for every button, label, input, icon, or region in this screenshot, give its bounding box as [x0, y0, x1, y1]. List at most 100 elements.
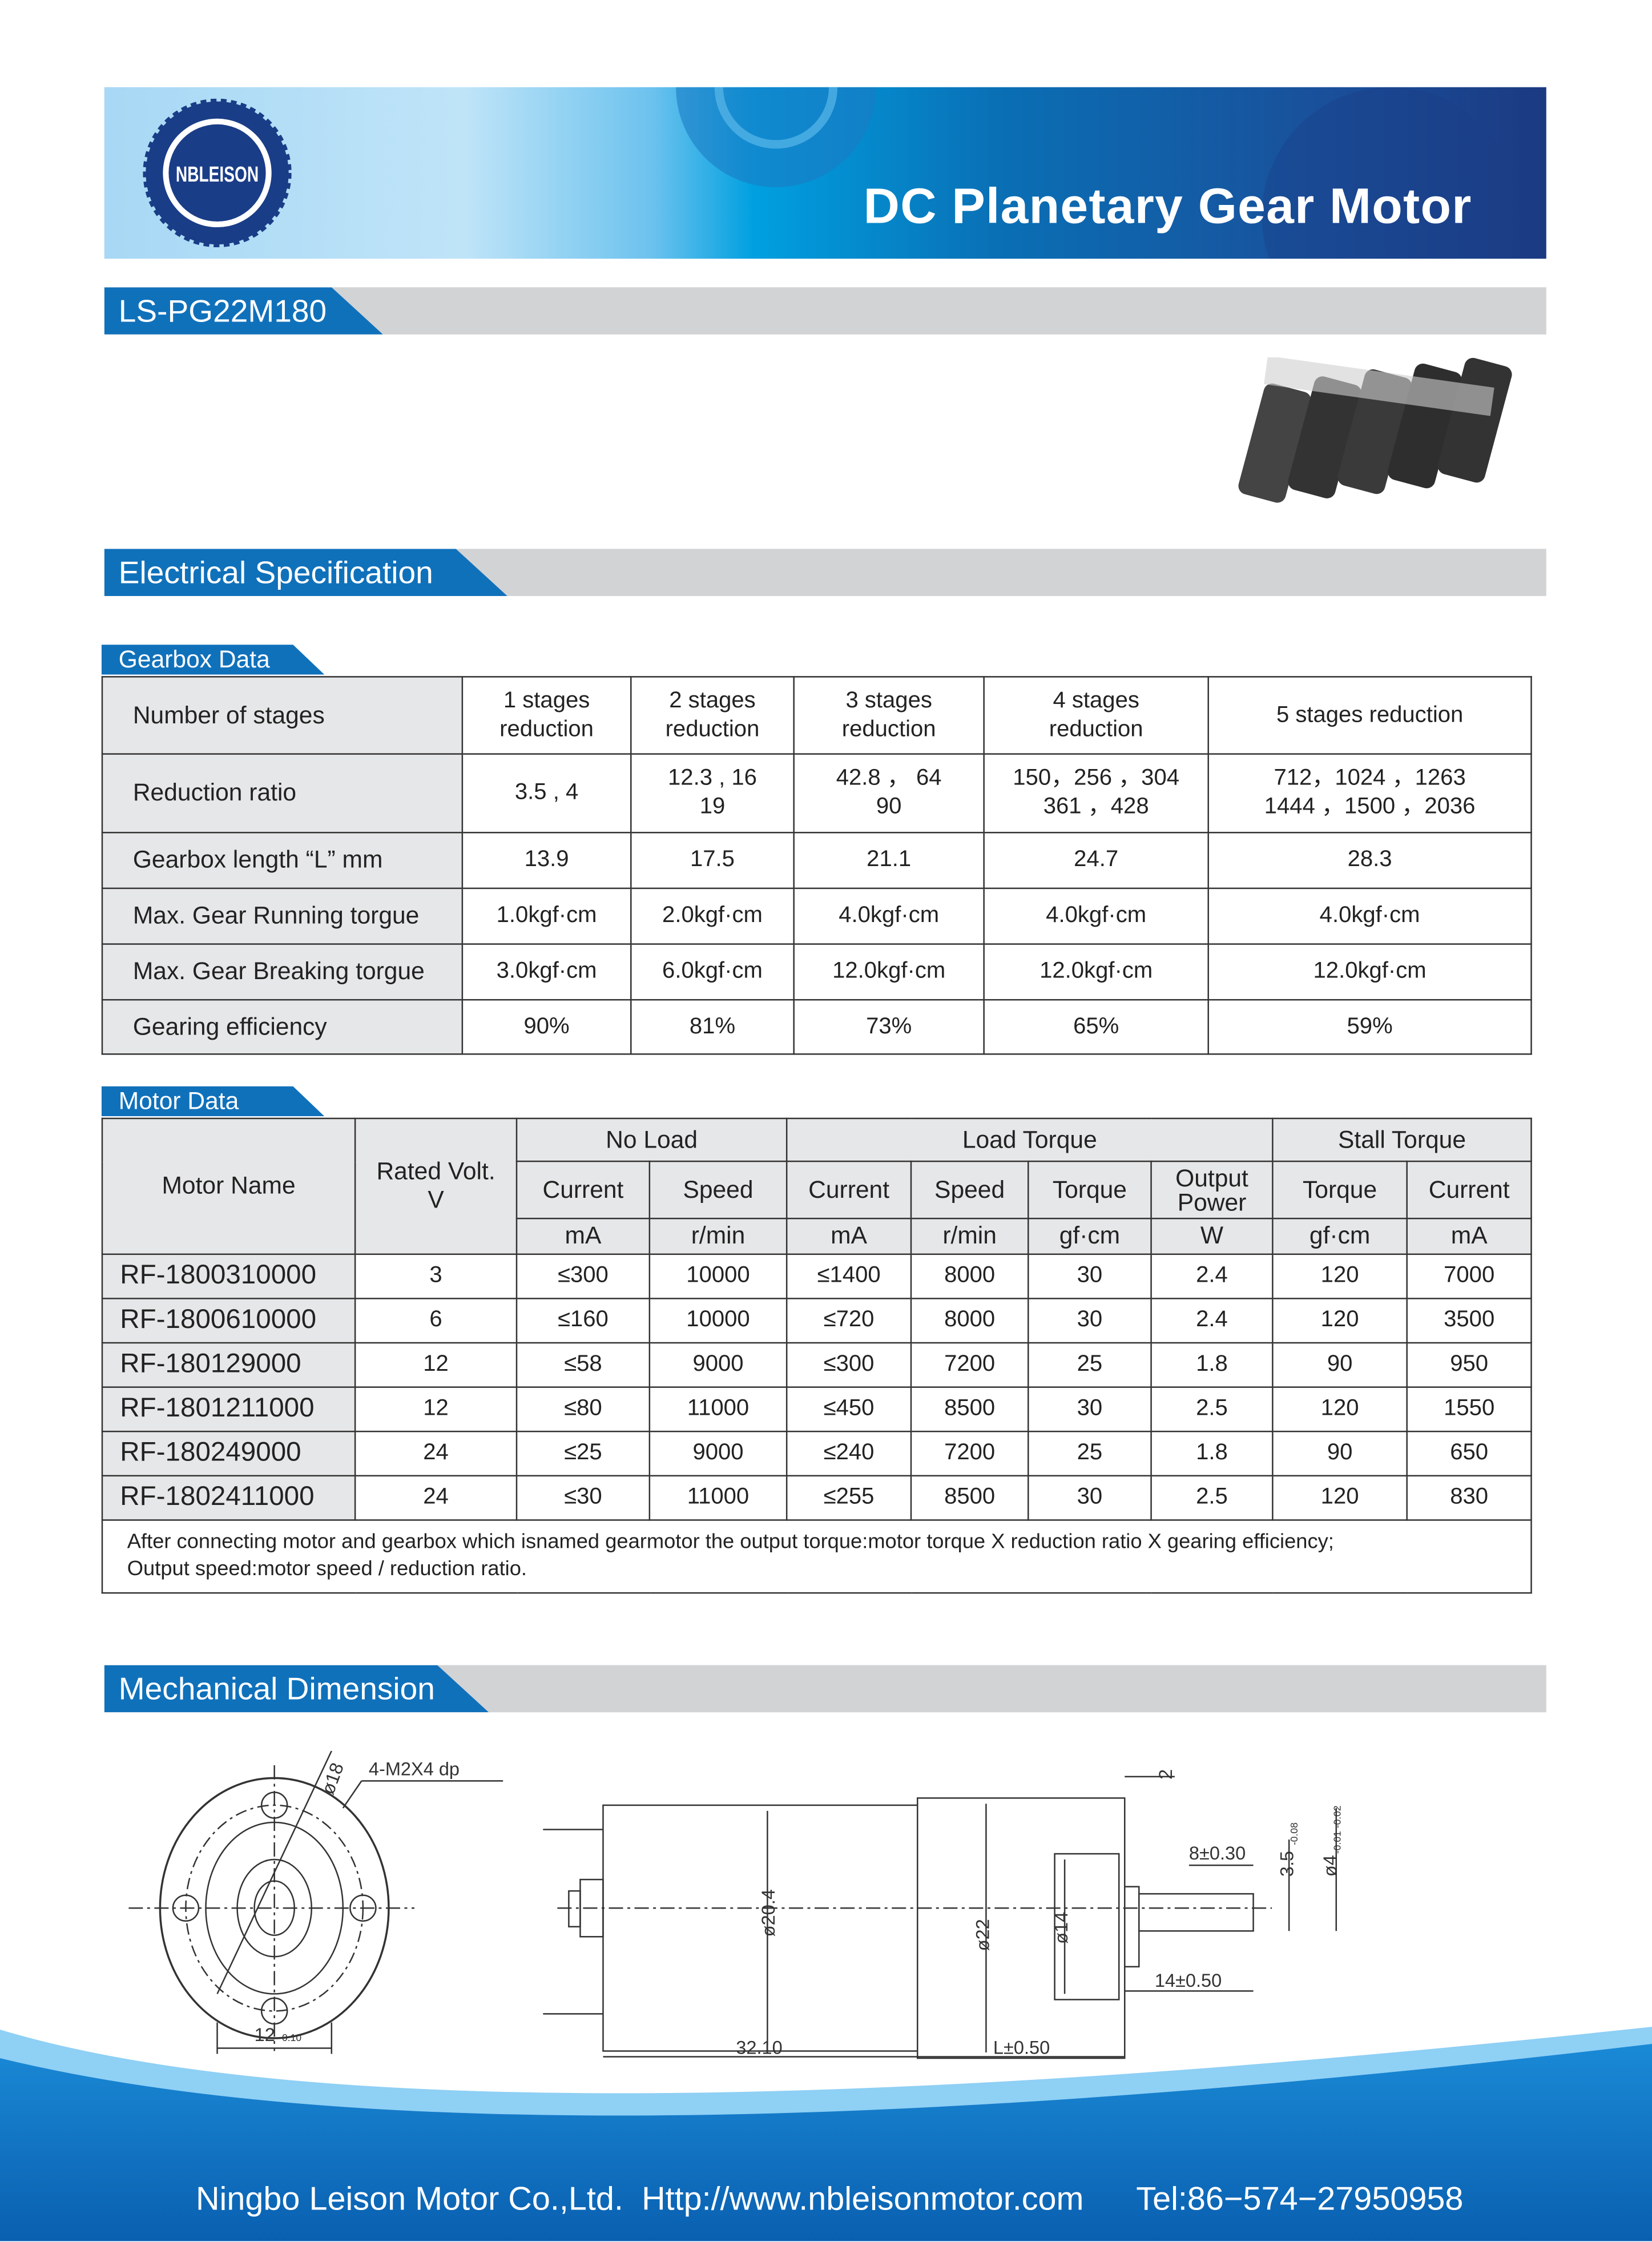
footer-company: Ningbo Leison Motor Co.,Ltd. [195, 2179, 623, 2217]
cell: ≤255 [785, 1475, 912, 1521]
cell: 90% [461, 999, 632, 1055]
note-line-1: After connecting motor and gearbox which… [127, 1531, 1334, 1554]
cell: 150，256 ，304 361 ，428 [983, 753, 1209, 834]
column-header: Output Power [1150, 1160, 1274, 1219]
row-label: Max. Gear Breaking torgue [101, 943, 464, 1001]
motor-row: RF-1802411000 24 ≤30 11000 ≤255 8500 30 2.5 120 8… [101, 1475, 1532, 1521]
cell: 6.0kgf·cm [630, 943, 795, 1001]
cell: ≤720 [785, 1298, 912, 1344]
cell: 8000 [910, 1253, 1029, 1299]
column-header: Current [1406, 1160, 1532, 1219]
cell: 650 [1406, 1431, 1532, 1477]
unit-header: mA [515, 1217, 651, 1255]
cell: 10000 [648, 1253, 788, 1299]
svg-text:32.10: 32.10 [736, 2038, 782, 2058]
group-header: Stall Torque [1272, 1117, 1532, 1162]
motor-name-header: Motor Name [101, 1117, 356, 1255]
unit-header: gf·cm [1028, 1217, 1152, 1255]
cell: 21.1 [793, 832, 985, 889]
cell: 90 [1272, 1342, 1408, 1388]
model-bar: LS-PG22M180 [104, 287, 1546, 335]
note-row: After connecting motor and gearbox which… [101, 1519, 1532, 1594]
motor-row: RF-1800610000 6 ≤160 10000 ≤720 8000 30 2.4 120 3… [101, 1298, 1532, 1344]
cell: 1.8 [1150, 1342, 1274, 1388]
section-title: Mechanical Dimension [104, 1665, 489, 1713]
column-header: Torque [1272, 1160, 1408, 1219]
cell: 12 [354, 1386, 518, 1432]
cell: 8500 [910, 1475, 1029, 1521]
motor-row: RF-180249000 24 ≤25 9000 ≤240 7200 25 1.8 90 650 [101, 1431, 1532, 1477]
cell: 30 [1028, 1298, 1152, 1344]
cell: 30 [1028, 1386, 1152, 1432]
cell: 4.0kgf·cm [1207, 887, 1532, 945]
unit-header: gf·cm [1272, 1217, 1408, 1255]
cell: 11000 [648, 1386, 788, 1432]
cell: 10000 [648, 1298, 788, 1344]
footer-tel: Tel:86−574−27950958 [1136, 2179, 1464, 2217]
cell: 73% [793, 999, 985, 1055]
gearbox-row: Reduction ratio 3.5 , 4 12.3 , 16 19 42.8 ，… [101, 753, 1532, 834]
motor-table: Motor Name Rated Volt. V No Load Load Torqu… [101, 1117, 1532, 1594]
svg-text:NBLEISON: NBLEISON [176, 162, 259, 186]
column-header: Speed [648, 1160, 788, 1219]
mechanical-drawing: ø18 4-M2X4 dp 12 -0.10 ø20.4 ø22 ø14 32.… [128, 1750, 1343, 2059]
svg-text:8±0.30: 8±0.30 [1189, 1843, 1246, 1863]
cell: 6 [354, 1298, 518, 1344]
cell: 2.5 [1150, 1386, 1274, 1432]
motor-data-tag: Motor Data [102, 1086, 325, 1117]
stage-header: 2 stages reduction [630, 676, 795, 755]
cell: 17.5 [630, 832, 795, 889]
gearbox-header-row: Number of stages 1 stages reduction 2 stag… [101, 676, 1532, 755]
motor-group-row: Motor Name Rated Volt. V No Load Load Torqu… [101, 1117, 1532, 1255]
cell: 12 [354, 1342, 518, 1388]
group-header: Load Torque [785, 1117, 1274, 1162]
side-view: ø20.4 ø22 ø14 32.10 L±0.50 2 8±0.30 14±0… [543, 1769, 1343, 2059]
unit-header: mA [1406, 1217, 1532, 1255]
nbleison-logo: NBLEISON [143, 98, 292, 248]
tolerance-4: -0.01 -0.02 [1331, 1805, 1343, 1854]
column-header: Torque [1028, 1160, 1152, 1219]
cell: ≤80 [515, 1386, 651, 1432]
cell: ≤58 [515, 1342, 651, 1388]
cell: 90 [1272, 1431, 1408, 1477]
tolerance-3-5: -0.08 [1288, 1822, 1300, 1845]
row-label: Reduction ratio [101, 753, 464, 834]
svg-text:3.5: 3.5 [1277, 1851, 1298, 1877]
svg-text:L±0.50: L±0.50 [993, 2038, 1050, 2058]
cell: 8500 [910, 1386, 1029, 1432]
cell: ≤1400 [785, 1253, 912, 1299]
motor-name: RF-180129000 [101, 1342, 356, 1388]
unit-header: r/min [648, 1217, 788, 1255]
cell: 3 [354, 1253, 518, 1299]
motor-row: RF-1801211000 12 ≤80 11000 ≤450 8500 30 2.5 120 1… [101, 1386, 1532, 1432]
cell: 2.0kgf·cm [630, 887, 795, 945]
page-title: DC Planetary Gear Motor [863, 178, 1472, 235]
row-label: Gearing efficiency [101, 999, 464, 1055]
cell: 120 [1272, 1298, 1408, 1344]
stage-header: 1 stages reduction [461, 676, 632, 755]
cell: 830 [1406, 1475, 1532, 1521]
cell: 8000 [910, 1298, 1029, 1344]
gearbox-row: Gearing efficiency 90% 81% 73% 65% 59% [101, 999, 1532, 1055]
mechanical-bar: Mechanical Dimension [104, 1665, 1546, 1713]
stage-header: 3 stages reduction [793, 676, 985, 755]
footer-website[interactable]: Http://www.nbleisonmotor.com [642, 2179, 1084, 2217]
cell: 13.9 [461, 832, 632, 889]
cell: 1.0kgf·cm [461, 887, 632, 945]
cell: ≤450 [785, 1386, 912, 1432]
motor-name: RF-1801211000 [101, 1386, 356, 1432]
section-title: Electrical Specification [104, 549, 507, 596]
svg-text:ø18: ø18 [317, 1760, 348, 1797]
stages-label: Number of stages [101, 676, 464, 755]
motor-row: RF-180129000 12 ≤58 9000 ≤300 7200 25 1.8 90 950 [101, 1342, 1532, 1388]
svg-text:ø14: ø14 [1051, 1912, 1071, 1944]
cell: 2.4 [1150, 1253, 1274, 1299]
group-header: No Load [515, 1117, 788, 1162]
cell: 1.8 [1150, 1431, 1274, 1477]
cell: 3.5 , 4 [461, 753, 632, 834]
cell: ≤300 [785, 1342, 912, 1388]
row-label: Gearbox length “L” mm [101, 832, 464, 889]
svg-text:14±0.50: 14±0.50 [1155, 1970, 1222, 1991]
footer-wave [0, 2026, 1652, 2241]
